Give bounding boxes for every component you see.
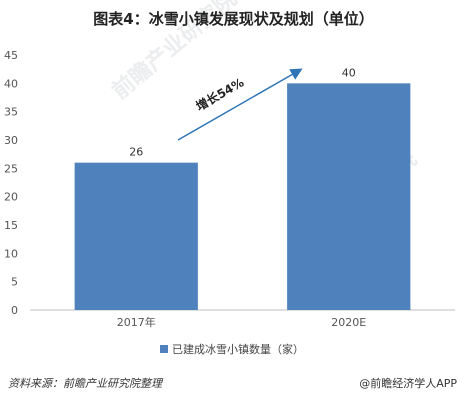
bar bbox=[74, 162, 198, 310]
annotations: 增长54% bbox=[177, 68, 303, 141]
credit: @前瞻经济学人APP bbox=[359, 377, 457, 390]
data-label: 26 bbox=[129, 146, 143, 159]
legend-label: 已建成冰雪小镇数量（家） bbox=[172, 342, 304, 356]
data-label: 40 bbox=[342, 66, 356, 79]
y-tick-label: 45 bbox=[4, 49, 18, 62]
y-tick-label: 35 bbox=[4, 106, 18, 119]
growth-arrow bbox=[177, 68, 303, 141]
y-tick-label: 5 bbox=[11, 276, 18, 289]
y-tick-label: 10 bbox=[4, 247, 18, 260]
x-tick-label: 2017年 bbox=[117, 315, 156, 329]
chart-title: 图表4：冰雪小镇发展现状及规划（单位） bbox=[93, 10, 374, 28]
legend: 已建成冰雪小镇数量（家） bbox=[160, 342, 304, 356]
y-tick-label: 40 bbox=[4, 77, 18, 90]
legend-swatch bbox=[160, 345, 168, 353]
bar bbox=[287, 83, 411, 310]
y-tick-label: 15 bbox=[4, 219, 18, 232]
y-tick-label: 20 bbox=[4, 191, 18, 204]
source-note: 资料来源：前瞻产业研究院整理 bbox=[8, 377, 162, 390]
growth-annotation: 增长54% bbox=[193, 74, 246, 113]
y-tick-label: 30 bbox=[4, 134, 18, 147]
bars: 26 2017年 40 2020E bbox=[74, 66, 411, 329]
x-tick-label: 2020E bbox=[331, 316, 366, 329]
y-tick-label: 0 bbox=[11, 304, 18, 317]
y-tick-label: 25 bbox=[4, 162, 18, 175]
